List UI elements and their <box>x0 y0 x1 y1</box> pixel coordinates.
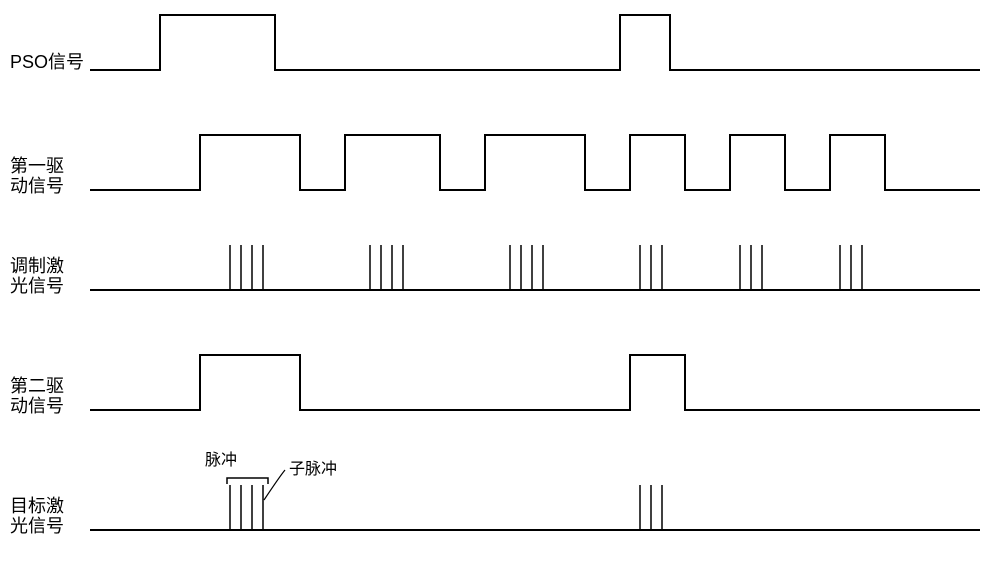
modulated-laser-label: 调制激光信号 <box>10 256 64 296</box>
target-laser-label: 目标激光信号 <box>10 496 64 536</box>
timing-diagram: PSO信号第一驱动信号调制激光信号第二驱动信号目标激光信号 脉冲子脉冲 <box>0 0 1000 566</box>
second-drive-waveform <box>90 355 980 410</box>
pso-waveform <box>90 15 980 70</box>
first-drive-waveform <box>90 135 980 190</box>
sub-pulse-leader <box>264 470 285 500</box>
second-drive-label: 第二驱动信号 <box>10 376 64 416</box>
sub-pulse-label: 子脉冲 <box>289 460 337 478</box>
pulse-label: 脉冲 <box>205 451 237 469</box>
pulse-bracket <box>227 478 268 484</box>
first-drive-label: 第一驱动信号 <box>10 156 64 196</box>
pso-label: PSO信号 <box>10 52 84 72</box>
